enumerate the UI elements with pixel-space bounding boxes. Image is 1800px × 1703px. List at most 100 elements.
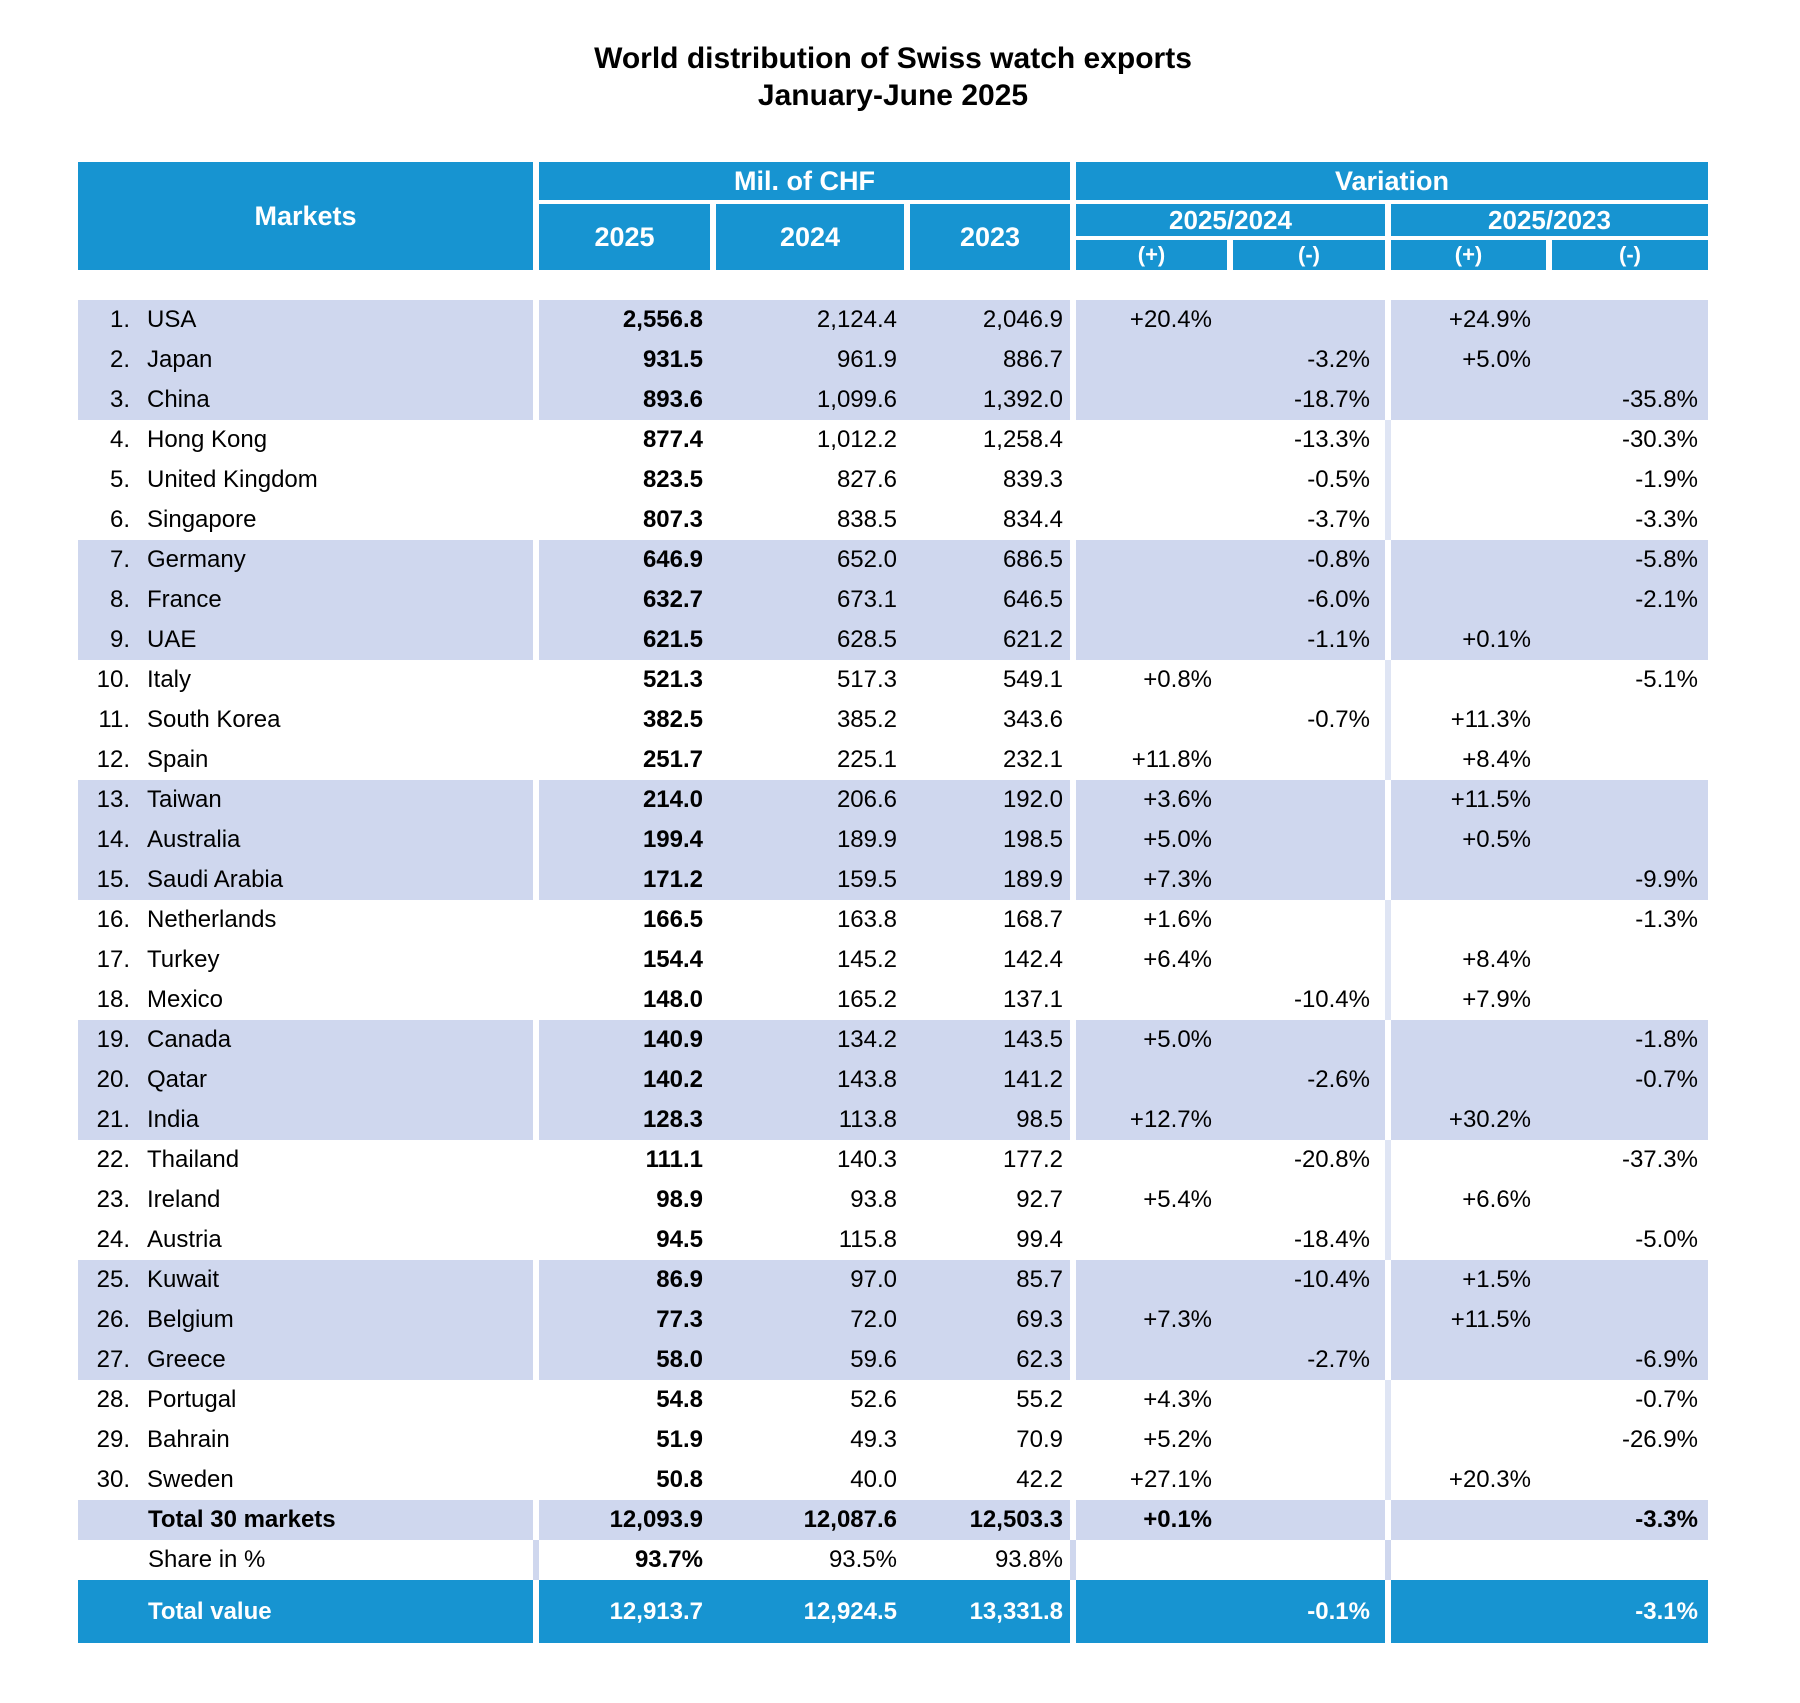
chf-2024: 206.6 xyxy=(710,780,904,820)
market-row: 3. China 893.6 1,099.6 1,392.0 -18.7% -35.8% xyxy=(78,380,1708,420)
chf-2023: 93.8% xyxy=(994,1546,1063,1573)
market-name: Austria xyxy=(147,1226,222,1253)
header-minus-sign: (-) xyxy=(1546,240,1708,270)
variation-2025-2024-minus: -2.7% xyxy=(1227,1340,1385,1380)
market-row: 14. Australia 199.4 189.9 198.5 +5.0% +0.5% xyxy=(78,820,1708,860)
variation-2025-2023-minus: -1.8% xyxy=(1546,1020,1708,1060)
market-rank: 20. xyxy=(96,1066,130,1093)
chf-2024: 838.5 xyxy=(836,506,897,533)
chf-2023: 834.4 xyxy=(1002,506,1063,533)
header-minus-sign: (-) xyxy=(1227,240,1385,270)
chf-2023: 42.2 xyxy=(1016,1466,1063,1493)
market-rank: 4. xyxy=(109,426,130,453)
variation-2025-2024-plus: +20.4% xyxy=(1070,300,1227,340)
market-rank: 14. xyxy=(96,826,130,853)
market-cell: 19. Canada xyxy=(78,1020,533,1060)
market-row: 18. Mexico 148.0 165.2 137.1 -10.4% +7.9% xyxy=(78,980,1708,1020)
variation-2025-2023-plus: +30.2% xyxy=(1385,1100,1546,1140)
market-name: Hong Kong xyxy=(147,426,268,453)
variation-2025-2023-plus: +8.4% xyxy=(1385,740,1546,780)
market-cell: 28. Portugal xyxy=(78,1380,533,1420)
market-rank: 17. xyxy=(96,946,130,973)
variation-2025-2023-minus: -35.8% xyxy=(1546,380,1708,420)
market-row: 15. Saudi Arabia 171.2 159.5 189.9 +7.3% -9.9% xyxy=(78,860,1708,900)
variation-2025-2024-minus xyxy=(1227,1180,1385,1220)
variation-2025-2024-plus xyxy=(1070,1540,1227,1580)
variation-2025-2024-plus xyxy=(1070,1140,1227,1180)
chf-2023: 549.1 xyxy=(1002,666,1063,693)
chf-2024: 1,099.6 xyxy=(710,380,904,420)
header-year-2025: 2025 xyxy=(539,204,710,270)
chf-2024: 2,124.4 xyxy=(710,300,904,340)
chf-2023: 70.9 xyxy=(1016,1426,1063,1453)
market-rank: 9. xyxy=(109,626,130,653)
market-rank: 27. xyxy=(96,1346,130,1373)
chf-2024: 143.8 xyxy=(710,1060,904,1100)
variation-2025-2024-minus: -10.4% xyxy=(1227,1260,1385,1300)
market-name: Kuwait xyxy=(147,1266,220,1293)
chf-2024: 140.3 xyxy=(836,1146,897,1173)
chf-2025: 98.9 xyxy=(656,1186,703,1213)
market-rank: 29. xyxy=(96,1426,130,1453)
market-cell: 11. South Korea xyxy=(78,700,533,740)
chf-2025: 140.2 xyxy=(533,1060,710,1100)
chf-2023: 886.7 xyxy=(904,340,1070,380)
chf-2023: 168.7 xyxy=(1002,906,1063,933)
market-rank: 24. xyxy=(96,1226,130,1253)
variation-2025-2024-minus: -3.7% xyxy=(1307,506,1370,533)
chf-2024: 134.2 xyxy=(710,1020,904,1060)
chf-2025: 12,093.9 xyxy=(533,1500,710,1540)
market-row: 12. Spain 251.7 225.1 232.1 +11.8% +8.4% xyxy=(78,740,1708,780)
market-name: India xyxy=(147,1106,200,1133)
market-cell: 9. UAE xyxy=(78,620,533,660)
market-name: United Kingdom xyxy=(147,466,318,493)
chf-2025: 128.3 xyxy=(533,1100,710,1140)
market-rank: 7. xyxy=(109,546,130,573)
chf-2023: 839.3 xyxy=(1002,466,1063,493)
market-rank: 25. xyxy=(96,1266,130,1293)
chf-2023: 143.5 xyxy=(904,1020,1070,1060)
chf-2024: 189.9 xyxy=(710,820,904,860)
chf-2025: 382.5 xyxy=(642,706,703,733)
variation-2025-2024-plus xyxy=(1070,420,1227,460)
market-row: 27. Greece 58.0 59.6 62.3 -2.7% -6.9% xyxy=(78,1340,1708,1380)
page-title: World distribution of Swiss watch export… xyxy=(78,40,1708,114)
chf-2023: 343.6 xyxy=(1002,706,1063,733)
market-row: 23. Ireland 98.9 93.8 92.7 +5.4% +6.6% xyxy=(78,1180,1708,1220)
market-row: 28. Portugal 54.8 52.6 55.2 +4.3% -0.7% xyxy=(78,1380,1708,1420)
market-cell: 2. Japan xyxy=(78,340,533,380)
market-cell: 5. United Kingdom xyxy=(78,460,533,500)
chf-2025: 51.9 xyxy=(656,1426,703,1453)
chf-2023: 646.5 xyxy=(904,580,1070,620)
chf-2024: 93.8 xyxy=(850,1186,897,1213)
market-name: Belgium xyxy=(147,1306,234,1333)
market-row: 7. Germany 646.9 652.0 686.5 -0.8% -5.8% xyxy=(78,540,1708,580)
market-cell: 12. Spain xyxy=(78,740,533,780)
market-row: 29. Bahrain 51.9 49.3 70.9 +5.2% -26.9% xyxy=(78,1420,1708,1460)
variation-2025-2024-plus xyxy=(1070,1060,1227,1100)
variation-2025-2023-plus xyxy=(1385,420,1546,460)
chf-2023: 192.0 xyxy=(904,780,1070,820)
variation-2025-2023-plus xyxy=(1385,860,1546,900)
market-row: 11. South Korea 382.5 385.2 343.6 -0.7% +11.3% xyxy=(78,700,1708,740)
header-signs-2025-2023: (+) (-) xyxy=(1391,240,1708,270)
market-name: Saudi Arabia xyxy=(147,866,284,893)
market-name: Germany xyxy=(147,546,246,573)
variation-2025-2023-minus xyxy=(1546,1180,1708,1220)
chf-2025: 621.5 xyxy=(533,620,710,660)
variation-2025-2023-minus: -3.1% xyxy=(1546,1580,1708,1643)
variation-2025-2023-plus xyxy=(1385,580,1546,620)
market-rank: 30. xyxy=(96,1466,130,1493)
variation-2025-2024-minus: -0.7% xyxy=(1307,706,1370,733)
chf-2024: 93.5% xyxy=(828,1546,897,1573)
market-cell: 27. Greece xyxy=(78,1340,533,1380)
variation-2025-2023-plus xyxy=(1385,1340,1546,1380)
variation-2025-2024-plus: +4.3% xyxy=(1143,1386,1212,1413)
variation-2025-2024-minus: -18.4% xyxy=(1293,1226,1370,1253)
variation-2025-2023-plus xyxy=(1385,1500,1546,1540)
variation-2025-2024-minus xyxy=(1227,1380,1385,1420)
chf-2024: 72.0 xyxy=(710,1300,904,1340)
chf-2024: 59.6 xyxy=(710,1340,904,1380)
market-name: South Korea xyxy=(147,706,281,733)
variation-2025-2024-minus: -6.0% xyxy=(1227,580,1385,620)
